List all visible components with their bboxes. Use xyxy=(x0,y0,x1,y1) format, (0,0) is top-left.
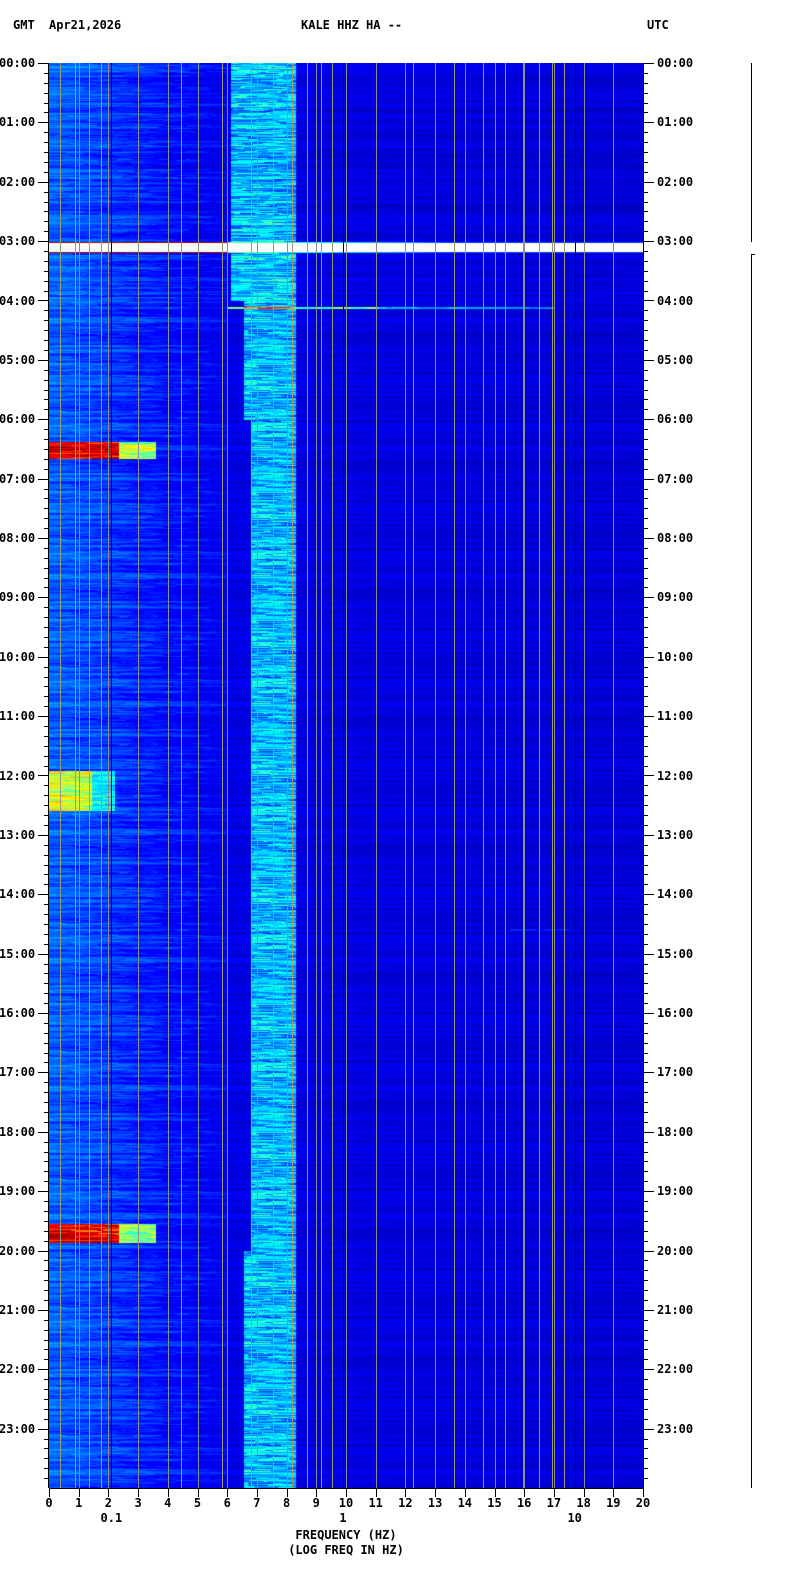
x-tick-label: 6 xyxy=(223,1496,231,1510)
y-tick-label-left: 20:00 xyxy=(0,1243,36,1258)
y-tick-label-right: 11:00 xyxy=(657,709,694,724)
chart-title: KALE HHZ HA -- xyxy=(301,18,403,32)
y-tick-label-left: 06:00 xyxy=(0,412,36,427)
x-tick-label: 13 xyxy=(427,1496,443,1510)
x-tick-label: 16 xyxy=(516,1496,532,1510)
y-tick-label-left: 03:00 xyxy=(0,234,36,249)
y-tick-label-right: 00:00 xyxy=(657,56,694,70)
frequency-gridlines xyxy=(60,63,614,1488)
y-tick-label-left: 23:00 xyxy=(0,1421,36,1436)
y-tick-label-right: 15:00 xyxy=(657,946,694,961)
x-log-tick-label: 10 xyxy=(567,1511,582,1525)
y-tick-label-right: 07:00 xyxy=(657,471,694,486)
y-tick-label-left: 07:00 xyxy=(0,471,36,486)
y-tick-label-right: 01:00 xyxy=(657,115,694,130)
y-tick-label-left: 08:00 xyxy=(0,531,36,545)
y-tick-label-right: 18:00 xyxy=(657,1124,694,1139)
y-tick-label-left: 02:00 xyxy=(0,174,36,189)
right-trace-hook xyxy=(751,254,755,255)
x-axis-title: FREQUENCY (HZ) (LOG FREQ IN HZ) xyxy=(288,1528,404,1558)
x-log-tick-label: 0.1 xyxy=(100,1511,123,1525)
y-tick-label-right: 16:00 xyxy=(657,1006,694,1020)
y-tick-label-left: 18:00 xyxy=(0,1124,36,1139)
y-tick-label-left: 15:00 xyxy=(0,946,36,961)
x-tick-label: 8 xyxy=(282,1496,291,1510)
x-tick-label: 14 xyxy=(457,1496,473,1510)
y-tick-label-left: 16:00 xyxy=(0,1006,36,1020)
y-tick-label-left: 09:00 xyxy=(0,590,36,605)
y-tick-label-right: 20:00 xyxy=(657,1243,694,1258)
x-tick-label: 5 xyxy=(193,1496,202,1510)
x-tick-label: 3 xyxy=(134,1496,142,1510)
x-tick-label: 18 xyxy=(576,1496,591,1510)
y-tick-label-left: 13:00 xyxy=(0,827,36,842)
y-tick-label-left: 22:00 xyxy=(0,1362,36,1377)
y-tick-label-left: 04:00 xyxy=(0,293,36,308)
x-axis-title-log: (LOG FREQ IN HZ) xyxy=(288,1543,404,1557)
y-tick-label-right: 06:00 xyxy=(657,412,694,427)
y-tick-label-right: 23:00 xyxy=(657,1421,694,1436)
y-tick-label-left: 01:00 xyxy=(0,115,36,130)
y-tick-label-left: 12:00 xyxy=(0,768,36,783)
x-log-tick-label: 1 xyxy=(339,1511,347,1525)
y-tick-label-right: 13:00 xyxy=(657,827,694,842)
y-tick-label-right: 17:00 xyxy=(657,1065,694,1080)
y-tick-label-left: 11:00 xyxy=(0,709,36,724)
spectrogram-plot xyxy=(49,63,643,1488)
date-label: Apr21,2026 xyxy=(49,18,122,32)
x-axis-title-linear: FREQUENCY (HZ) xyxy=(295,1528,397,1542)
x-tick-label: 19 xyxy=(606,1496,621,1510)
y-tick-label-right: 08:00 xyxy=(657,531,694,545)
y-tick-label-right: 04:00 xyxy=(657,293,694,308)
y-tick-label-right: 22:00 xyxy=(657,1362,694,1377)
y-tick-label-right: 09:00 xyxy=(657,590,694,605)
x-tick-label: 9 xyxy=(312,1496,320,1510)
y-tick-label-left: 19:00 xyxy=(0,1184,36,1199)
y-tick-label-left: 21:00 xyxy=(0,1302,36,1317)
x-tick-label: 17 xyxy=(546,1496,562,1510)
y-tick-label-right: 10:00 xyxy=(657,649,694,664)
x-tick-label: 1 xyxy=(75,1496,83,1510)
x-tick-label: 2 xyxy=(104,1496,113,1510)
x-tick-label: 10 xyxy=(338,1496,354,1510)
x-tick-label: 11 xyxy=(368,1496,383,1510)
x-tick-label: 7 xyxy=(253,1496,261,1510)
x-tick-label: 0 xyxy=(45,1496,53,1510)
y-tick-label-right: 02:00 xyxy=(657,174,694,189)
x-tick-label: 15 xyxy=(487,1496,502,1510)
x-tick-label: 12 xyxy=(398,1496,413,1510)
x-tick-label: 20 xyxy=(635,1496,651,1510)
left-timezone: GMT xyxy=(13,18,35,32)
y-tick-label-right: 19:00 xyxy=(657,1184,694,1199)
y-tick-label-left: 10:00 xyxy=(0,649,36,664)
y-tick-label-left: 05:00 xyxy=(0,352,36,367)
y-tick-label-left: 14:00 xyxy=(0,887,36,902)
y-tick-label-right: 21:00 xyxy=(657,1302,694,1317)
x-tick-label: 4 xyxy=(164,1496,172,1510)
y-tick-label-right: 03:00 xyxy=(657,234,694,249)
y-tick-label-right: 05:00 xyxy=(657,352,694,367)
right-timezone: UTC xyxy=(647,18,669,32)
y-tick-label-right: 12:00 xyxy=(657,768,694,783)
right-trace-bar-bottom xyxy=(751,254,752,1488)
y-tick-label-right: 14:00 xyxy=(657,887,694,902)
y-tick-label-left: 17:00 xyxy=(0,1065,36,1080)
y-tick-label-left: 00:00 xyxy=(0,56,36,70)
right-trace-bar-top xyxy=(751,63,752,242)
